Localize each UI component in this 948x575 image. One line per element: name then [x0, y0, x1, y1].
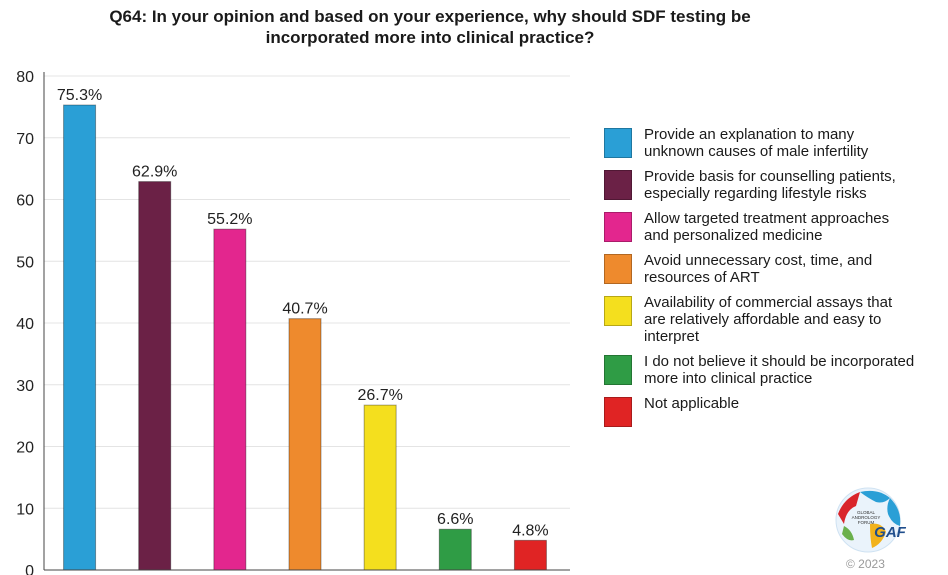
- legend-swatch: [604, 254, 632, 284]
- y-tick-label: 40: [16, 316, 34, 333]
- legend-swatch: [604, 212, 632, 242]
- legend-swatch: [604, 355, 632, 385]
- y-tick-label: 70: [16, 131, 34, 148]
- data-label: 62.9%: [132, 164, 177, 181]
- data-label: 55.2%: [207, 211, 252, 228]
- logo-mark: GAF: [874, 524, 907, 541]
- legend-item: Allow targeted treatment approaches and …: [604, 210, 948, 244]
- data-label: 75.3%: [57, 87, 102, 104]
- legend-item: Provide basis for counselling patients, …: [604, 168, 948, 202]
- chart-legend: Provide an explanation to many unknown c…: [604, 126, 948, 435]
- y-tick-label: 20: [16, 440, 34, 457]
- y-tick-label: 0: [25, 563, 34, 575]
- data-label: 6.6%: [437, 511, 473, 528]
- chart-title: Q64: In your opinion and based on your e…: [109, 7, 751, 47]
- legend-label: Not applicable: [644, 395, 740, 412]
- logo-line1: GLOBAL: [857, 510, 876, 515]
- data-label: 26.7%: [357, 387, 402, 404]
- legend-label: I do not believe it should be incorporat…: [644, 353, 915, 387]
- legend-label: Avoid unnecessary cost, time, and resour…: [644, 252, 873, 286]
- legend-swatch: [604, 397, 632, 427]
- legend-item: I do not believe it should be incorporat…: [604, 353, 948, 387]
- legend-label: Provide basis for counselling patients, …: [644, 168, 896, 202]
- legend-swatch: [604, 170, 632, 200]
- bar: [213, 228, 247, 571]
- legend-item: Avoid unnecessary cost, time, and resour…: [604, 252, 948, 286]
- bar: [438, 528, 472, 571]
- data-label: 4.8%: [512, 522, 548, 539]
- bar: [513, 539, 547, 571]
- bar: [138, 181, 172, 571]
- legend-label: Allow targeted treatment approaches and …: [644, 210, 890, 244]
- legend-item: Availability of commercial assays that a…: [604, 294, 948, 345]
- bar: [288, 318, 322, 571]
- bar: [363, 404, 397, 571]
- y-tick-label: 60: [16, 193, 34, 210]
- bar: [63, 104, 97, 571]
- gaf-logo: GLOBAL ANDROLOGY FORUM GAF: [835, 487, 907, 553]
- logo-line3: FORUM: [858, 520, 875, 525]
- legend-swatch: [604, 128, 632, 158]
- legend-label: Provide an explanation to many unknown c…: [644, 126, 869, 160]
- logo-line2: ANDROLOGY: [852, 515, 881, 520]
- legend-item: Not applicable: [604, 395, 948, 427]
- legend-item: Provide an explanation to many unknown c…: [604, 126, 948, 160]
- y-tick-label: 30: [16, 378, 34, 395]
- legend-swatch: [604, 296, 632, 326]
- y-tick-label: 50: [16, 254, 34, 271]
- data-label: 40.7%: [282, 301, 327, 318]
- legend-label: Availability of commercial assays that a…: [644, 294, 893, 345]
- bar-chart: 0 10 20 30 40 50 60 70 80 75.3% 62.9% 55.2% 40.7% 26.…: [16, 69, 570, 575]
- y-tick-label: 80: [16, 69, 34, 86]
- y-tick-label: 10: [16, 501, 34, 518]
- copyright-text: © 2023: [846, 557, 885, 571]
